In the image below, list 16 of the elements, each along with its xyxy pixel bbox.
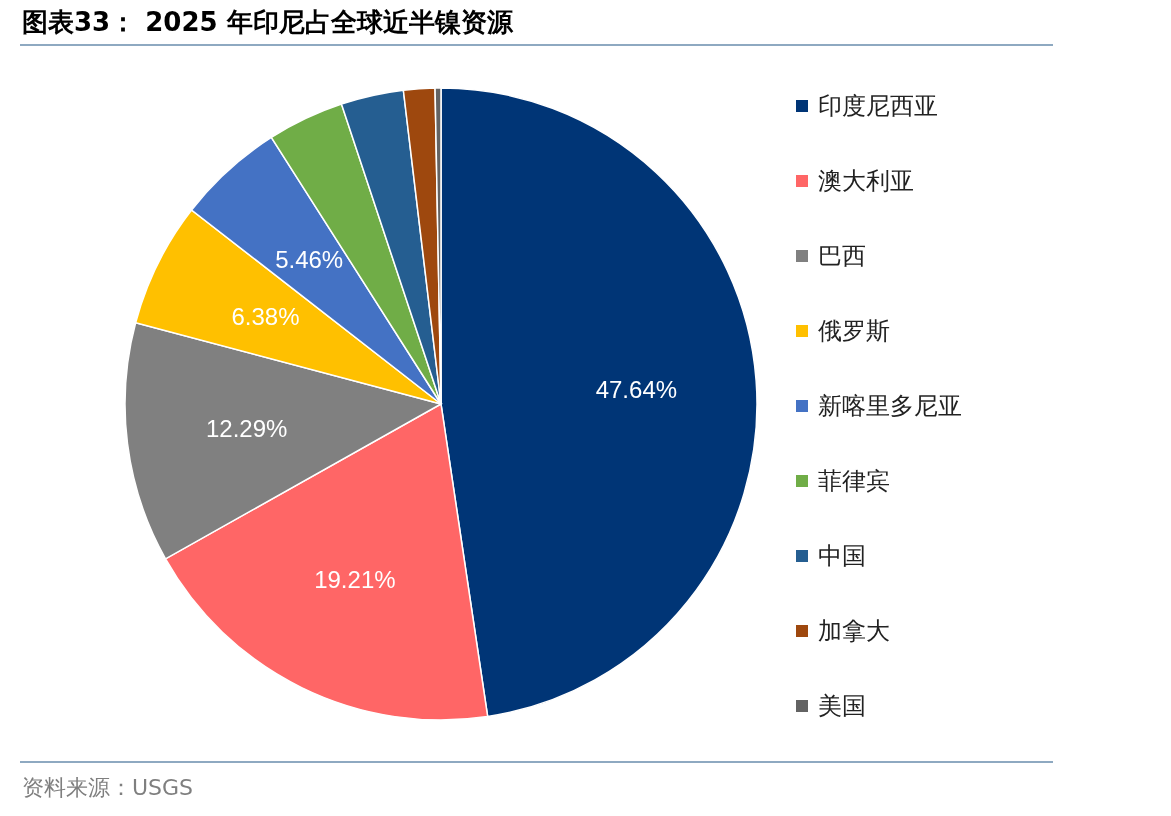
text: 资料来源：USGS	[22, 775, 194, 800]
legend-label: 印度尼西亚	[818, 92, 938, 121]
data-label: 19.21%	[314, 566, 396, 594]
legend-label: 加拿大	[818, 617, 890, 646]
chart-title: 图表33： 2025 年印尼占全球近半镍资源	[22, 7, 514, 37]
legend-label: 菲律宾	[818, 467, 890, 496]
data-label: 12.29%	[205, 415, 288, 443]
legend-label: 澳大利亚	[818, 167, 914, 196]
data-label: 6.38%	[231, 303, 300, 331]
data-label: 47.64%	[595, 375, 678, 403]
legend-label: 俄罗斯	[818, 317, 890, 346]
legend-label: 巴西	[818, 242, 866, 271]
legend-label: 美国	[818, 692, 866, 721]
data-label: 5.46%	[275, 245, 344, 273]
legend-label: 新喀里多尼亚	[818, 392, 962, 421]
legend-label: 中国	[818, 542, 866, 571]
